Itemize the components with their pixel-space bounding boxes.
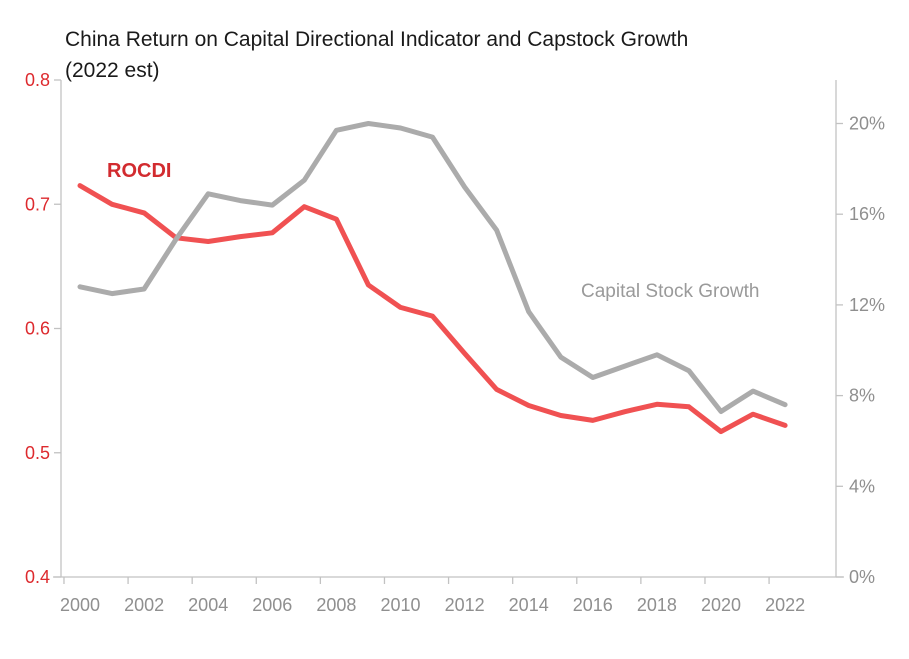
right-axis-tick-label: 4% — [849, 476, 875, 496]
chart-subtitle: (2022 est) — [65, 59, 160, 82]
x-axis-tick-label: 2022 — [765, 595, 805, 615]
right-axis-tick-label: 8% — [849, 386, 875, 406]
chart-title-block: China Return on Capital Directional Indi… — [65, 24, 688, 86]
x-axis-tick-label: 2016 — [573, 595, 613, 615]
x-axis-tick-label: 2018 — [637, 595, 677, 615]
capital-stock-growth-series-label: Capital Stock Growth — [581, 281, 760, 302]
x-axis-tick-label: 2000 — [60, 595, 100, 615]
left-axis-tick-label: 0.6 — [25, 319, 50, 339]
left-axis-tick-label: 0.5 — [25, 443, 50, 463]
x-axis-tick-label: 2010 — [380, 595, 420, 615]
left-axis-tick-label: 0.4 — [25, 567, 50, 587]
right-axis-tick-label: 0% — [849, 567, 875, 587]
left-axis-tick-label: 0.7 — [25, 194, 50, 214]
capital-stock-growth-line — [77, 121, 788, 414]
right-axis-tick-label: 12% — [849, 295, 885, 315]
x-axis-tick-label: 2008 — [316, 595, 356, 615]
x-axis-tick-label: 2020 — [701, 595, 741, 615]
rocdi-line — [77, 183, 788, 435]
x-axis-tick-label: 2014 — [509, 595, 549, 615]
left-axis-tick-label: 0.8 — [25, 70, 50, 90]
x-axis-tick-label: 2002 — [124, 595, 164, 615]
x-axis-tick-label: 2012 — [445, 595, 485, 615]
x-axis-tick-label: 2006 — [252, 595, 292, 615]
x-axis-tick-label: 2004 — [188, 595, 228, 615]
right-axis-tick-label: 20% — [849, 114, 885, 134]
chart-title: China Return on Capital Directional Indi… — [65, 28, 689, 51]
right-axis-tick-label: 16% — [849, 204, 885, 224]
rocdi-series-label: ROCDI — [107, 160, 172, 182]
